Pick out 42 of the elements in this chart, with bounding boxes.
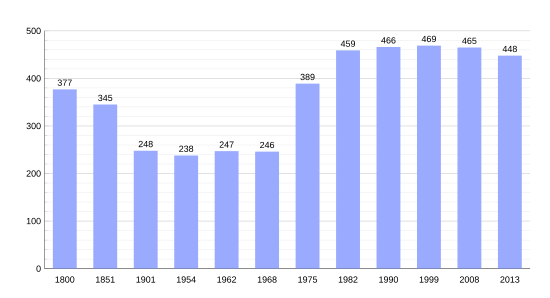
bar <box>255 151 280 268</box>
data-label: 377 <box>58 79 72 86</box>
x-tick-label: 2013 <box>500 276 520 282</box>
x-tick-label: 1968 <box>258 276 277 282</box>
data-label: 247 <box>220 141 234 148</box>
data-label: 459 <box>340 40 356 47</box>
x-tick-label: 1999 <box>420 276 438 282</box>
bar <box>417 45 441 268</box>
bar <box>336 50 360 268</box>
bar <box>457 47 482 268</box>
x-tick-label: 1851 <box>96 276 115 282</box>
y-tick-label: 300 <box>26 122 41 129</box>
x-tick-label: 1954 <box>176 276 196 282</box>
x-tick-label: 1975 <box>298 276 318 282</box>
data-label: 465 <box>462 37 476 44</box>
data-label: 246 <box>260 142 274 148</box>
data-label: 238 <box>179 145 194 152</box>
bar <box>134 150 158 268</box>
bar <box>296 83 320 268</box>
data-label: 248 <box>138 140 153 147</box>
x-tick-label: 1901 <box>136 276 156 282</box>
y-tick-label: 100 <box>26 218 41 224</box>
bar <box>376 46 400 268</box>
bar <box>174 155 198 268</box>
data-label: 469 <box>422 36 436 42</box>
y-tick-label: 500 <box>26 27 41 34</box>
x-tick-label: 2008 <box>460 276 479 282</box>
data-label: 448 <box>502 46 517 52</box>
x-tick-label: 1800 <box>56 276 74 282</box>
data-label: 345 <box>98 94 112 101</box>
y-tick-label: 200 <box>26 170 41 176</box>
data-label: 466 <box>381 36 396 44</box>
bar <box>93 104 118 268</box>
bar <box>214 150 239 268</box>
x-tick-label: 1962 <box>217 276 236 282</box>
data-label: 389 <box>300 74 315 80</box>
y-tick-label: 0 <box>36 265 41 272</box>
x-tick-label: 1982 <box>338 276 358 282</box>
bar <box>52 89 77 268</box>
y-tick-label: 400 <box>26 75 41 82</box>
x-tick-label: 1990 <box>379 276 398 282</box>
bar <box>498 55 522 268</box>
